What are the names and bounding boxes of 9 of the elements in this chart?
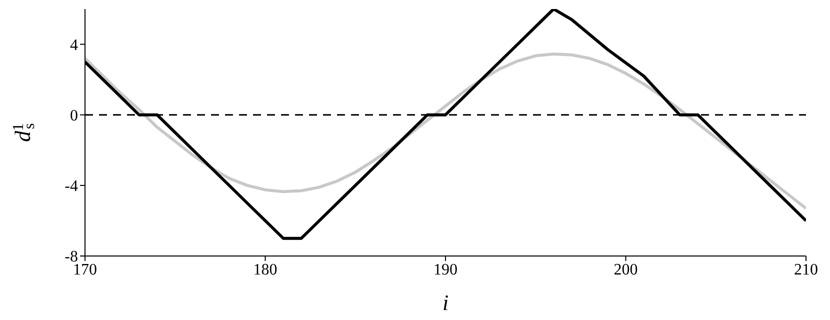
x-tick-label: 200 [614,261,638,278]
x-axis-title: i [442,290,449,315]
y-tick-label: 4 [70,36,78,54]
y-tick-label: -4 [64,178,78,196]
x-tick-label: 210 [794,261,818,278]
y-tick-label: 0 [70,108,78,125]
x-tick-label: 180 [253,261,278,278]
x-tick-label: 170 [73,261,97,278]
x-tick-label: 190 [434,261,458,278]
